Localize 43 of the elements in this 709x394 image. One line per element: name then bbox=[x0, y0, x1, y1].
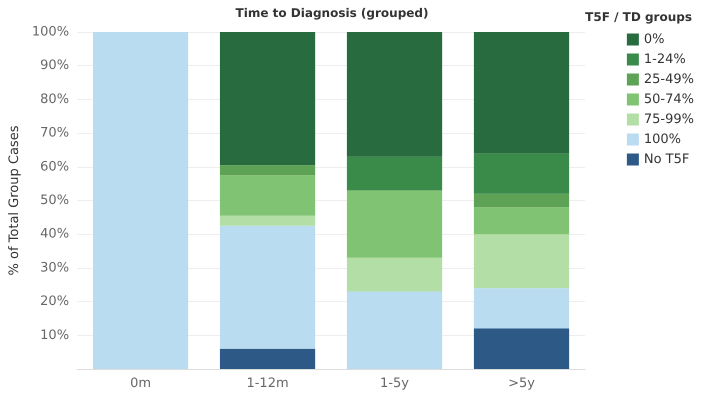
y-tick-label: 70% bbox=[40, 126, 70, 141]
y-tick-label: 90% bbox=[40, 58, 70, 74]
bar bbox=[346, 190, 442, 258]
bar bbox=[474, 328, 570, 369]
y-tick-label: 100% bbox=[32, 24, 70, 40]
legend-label: 50-74% bbox=[644, 92, 694, 107]
legend-label: 100% bbox=[644, 132, 682, 147]
y-tick-label: 20% bbox=[40, 294, 70, 310]
bar bbox=[220, 165, 316, 176]
bar bbox=[220, 348, 316, 369]
bar bbox=[474, 153, 570, 194]
bar bbox=[474, 32, 570, 154]
bar bbox=[346, 258, 442, 292]
legend-label: No T5F bbox=[644, 152, 690, 167]
bar bbox=[474, 288, 570, 329]
x-tick-label: 0m bbox=[130, 376, 152, 391]
y-tick-label: 40% bbox=[40, 226, 70, 242]
bar bbox=[220, 226, 316, 349]
legend-label: 75-99% bbox=[644, 112, 694, 127]
bar bbox=[220, 32, 316, 166]
y-tick-label: 30% bbox=[40, 260, 70, 276]
x-tick-label: 1-12m bbox=[246, 376, 289, 391]
legend-title: T5F / TD groups bbox=[585, 10, 692, 24]
y-tick-label: 50% bbox=[40, 193, 70, 208]
chart-title: Time to Diagnosis (grouped) bbox=[236, 6, 428, 20]
bar bbox=[346, 156, 442, 190]
bar bbox=[474, 194, 570, 208]
bar bbox=[220, 216, 316, 226]
y-axis-title: % of Total Group Cases bbox=[7, 125, 22, 276]
x-tick-label: 1-5y bbox=[380, 376, 410, 391]
bar bbox=[346, 32, 442, 157]
y-tick-label: 80% bbox=[40, 92, 70, 107]
bar bbox=[346, 291, 442, 369]
bar bbox=[220, 175, 316, 216]
legend-label: 0% bbox=[644, 32, 664, 47]
y-tick-label: 10% bbox=[40, 328, 70, 343]
y-tick-label: 60% bbox=[40, 159, 70, 174]
legend-label: 25-49% bbox=[644, 72, 694, 87]
bar bbox=[474, 234, 570, 288]
bar bbox=[92, 32, 188, 369]
x-tick-label: >5y bbox=[508, 376, 536, 391]
bar bbox=[474, 207, 570, 234]
legend-label: 1-24% bbox=[644, 52, 686, 67]
